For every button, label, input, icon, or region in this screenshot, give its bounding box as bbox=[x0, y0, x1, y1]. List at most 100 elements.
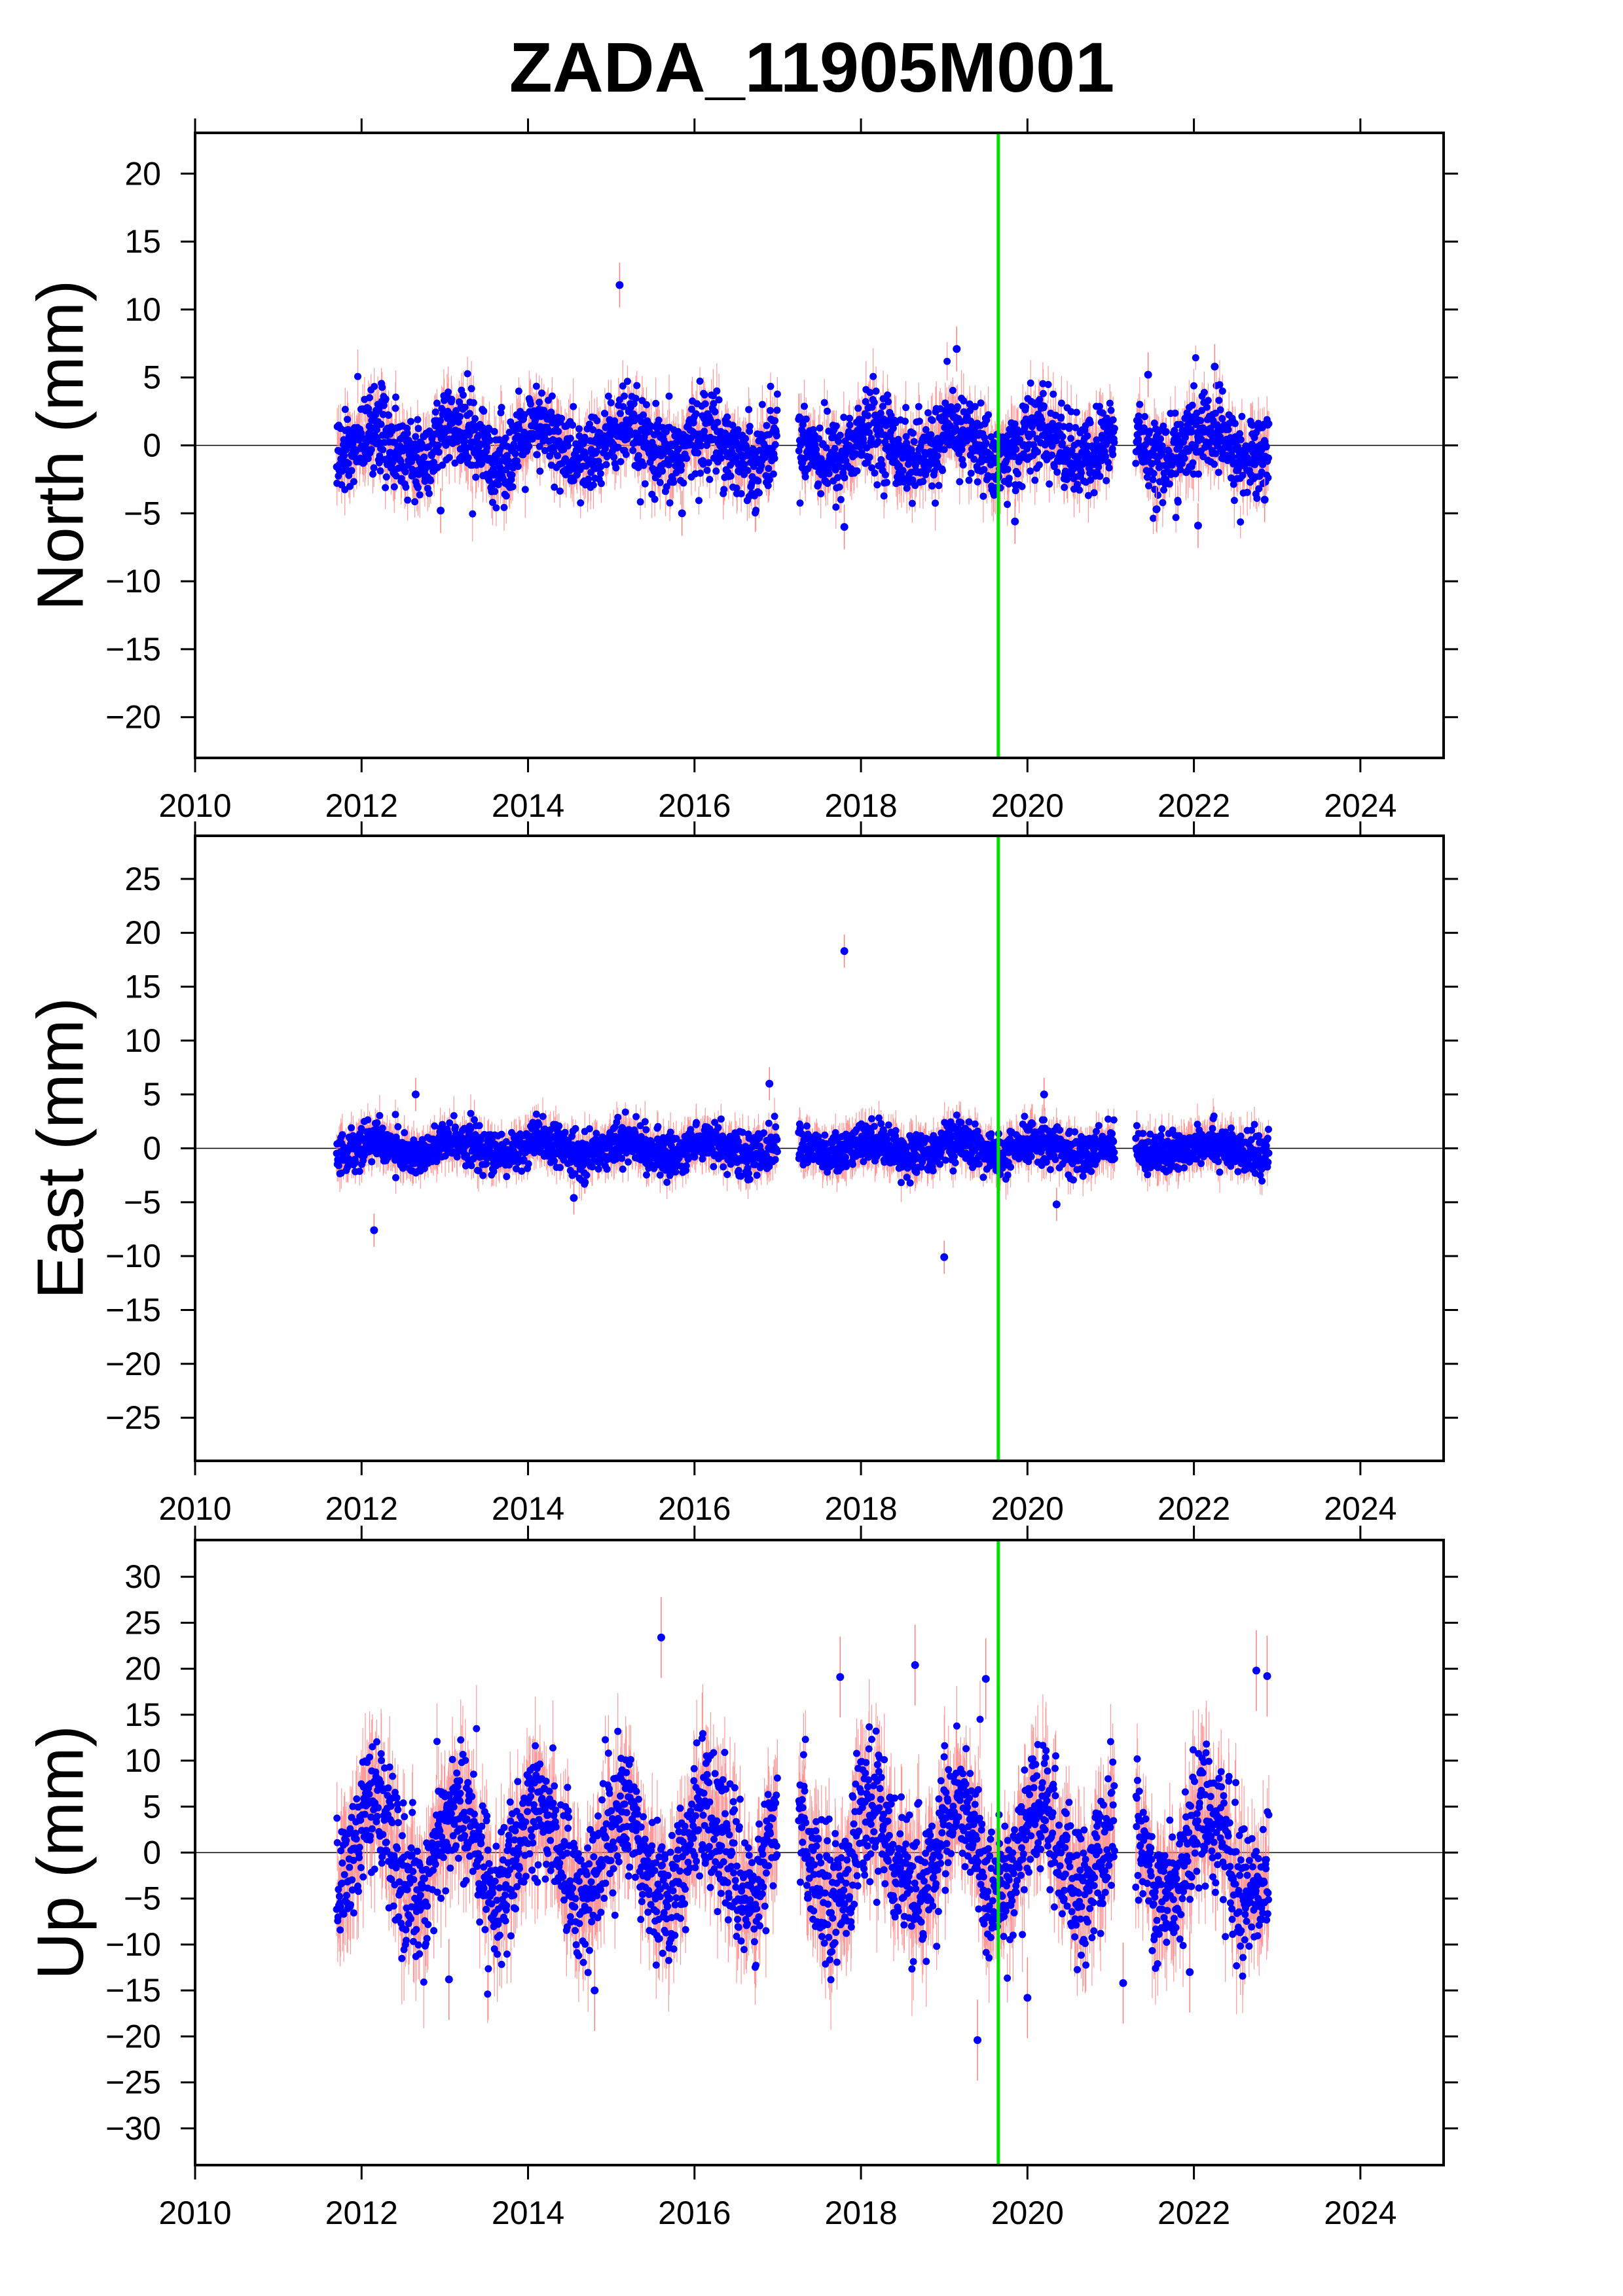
series-points bbox=[333, 1715, 1273, 1998]
y-tick-label: −5 bbox=[124, 1184, 161, 1221]
y-axis-label: North (mm) bbox=[24, 280, 97, 611]
outlier-point bbox=[437, 507, 445, 515]
x-tick-label: 2010 bbox=[158, 2195, 231, 2231]
y-tick-label: 5 bbox=[143, 359, 161, 396]
chart-title: ZADA_11905M001 bbox=[509, 27, 1115, 107]
outlier-point bbox=[1263, 1672, 1271, 1680]
y-tick-label: −20 bbox=[105, 699, 161, 736]
x-tick-label: 2010 bbox=[158, 787, 231, 824]
x-tick-label: 2020 bbox=[991, 2195, 1064, 2231]
outlier-point bbox=[1119, 1979, 1127, 1987]
x-tick-label: 2020 bbox=[991, 787, 1064, 824]
y-tick-label: 30 bbox=[124, 1558, 161, 1595]
x-tick-label: 2018 bbox=[824, 787, 897, 824]
outlier-point bbox=[940, 1253, 949, 1261]
y-tick-label: 25 bbox=[124, 1604, 161, 1641]
outlier-point bbox=[974, 2036, 982, 2044]
y-tick-label: 20 bbox=[124, 155, 161, 192]
y-tick-label: −10 bbox=[105, 563, 161, 600]
panel-0: 2010 2012 2014 2016 2018 2020 2022 2024−20−15−1… bbox=[24, 118, 1458, 824]
panel-1: 2010 2012 2014 2016 2018 2020 2022 2024−25−20−1… bbox=[24, 821, 1458, 1527]
x-tick-label: 2024 bbox=[1324, 1490, 1396, 1527]
x-tick-label: 2014 bbox=[492, 2195, 564, 2231]
data-points bbox=[333, 1597, 1273, 2081]
y-axis-label: East (mm) bbox=[24, 997, 97, 1299]
outlier-point bbox=[1052, 1200, 1061, 1209]
x-tick-label: 2016 bbox=[658, 2195, 731, 2231]
y-tick-label: −5 bbox=[124, 1880, 161, 1917]
y-tick-label: −20 bbox=[105, 2018, 161, 2054]
y-tick-label: 0 bbox=[143, 427, 161, 464]
x-tick-label: 2024 bbox=[1324, 2195, 1396, 2231]
outlier-point bbox=[411, 1090, 420, 1099]
outlier-point bbox=[840, 947, 848, 956]
y-tick-label: −30 bbox=[105, 2110, 161, 2147]
outlier-point bbox=[840, 523, 848, 531]
outlier-point bbox=[1186, 1968, 1194, 1977]
y-axis: −30 −25 −20 −15 −10 −5 0 5 10 15 20 25 30 bbox=[105, 1558, 1458, 2147]
y-tick-label: 5 bbox=[143, 1788, 161, 1825]
x-tick-label: 2014 bbox=[492, 1490, 564, 1527]
x-tick-label: 2022 bbox=[1158, 2195, 1230, 2231]
x-tick-label: 2020 bbox=[991, 1490, 1064, 1527]
outlier-point bbox=[836, 1673, 845, 1681]
x-tick-label: 2014 bbox=[492, 787, 564, 824]
x-tick-label: 2012 bbox=[325, 787, 398, 824]
x-axis: 2010 2012 2014 2016 2018 2020 2022 2024 bbox=[158, 1526, 1396, 2231]
data-points bbox=[333, 262, 1273, 550]
y-tick-label: −25 bbox=[105, 2064, 161, 2101]
outlier-point bbox=[953, 345, 961, 353]
outlier-point bbox=[615, 281, 624, 289]
outlier-point bbox=[911, 1661, 919, 1669]
x-tick-label: 2024 bbox=[1324, 787, 1396, 824]
y-tick-label: 0 bbox=[143, 1130, 161, 1167]
y-axis: −25 −20 −15 −10 −5 0 5 10 15 20 25 bbox=[105, 861, 1458, 1436]
y-axis: −20 −15 −10 −5 0 5 10 15 20 bbox=[105, 155, 1458, 736]
outlier-point bbox=[1011, 517, 1019, 526]
outlier-point bbox=[1194, 521, 1202, 529]
x-tick-label: 2018 bbox=[824, 1490, 897, 1527]
y-tick-label: 0 bbox=[143, 1835, 161, 1871]
y-tick-label: −10 bbox=[105, 1926, 161, 1963]
outlier-point bbox=[1211, 363, 1219, 371]
outlier-point bbox=[678, 509, 686, 518]
x-tick-label: 2022 bbox=[1158, 787, 1230, 824]
x-tick-label: 2012 bbox=[325, 2195, 398, 2231]
x-axis: 2010 2012 2014 2016 2018 2020 2022 2024 bbox=[158, 821, 1396, 1527]
outlier-point bbox=[1144, 370, 1152, 379]
y-tick-label: 20 bbox=[124, 1651, 161, 1687]
series-points bbox=[333, 1108, 1273, 1188]
outlier-point bbox=[657, 1633, 665, 1641]
y-tick-label: 20 bbox=[124, 914, 161, 951]
y-tick-label: 15 bbox=[124, 969, 161, 1005]
y-tick-label: 15 bbox=[124, 223, 161, 260]
y-tick-label: −15 bbox=[105, 1972, 161, 2009]
data-points bbox=[333, 934, 1273, 1274]
x-tick-label: 2012 bbox=[325, 1490, 398, 1527]
x-tick-label: 2016 bbox=[658, 1490, 731, 1527]
y-axis-label: Up (mm) bbox=[24, 1725, 97, 1980]
x-tick-label: 2022 bbox=[1158, 1490, 1230, 1527]
panel-2: 2010 2012 2014 2016 2018 2020 2022 2024−30−25−2… bbox=[24, 1526, 1458, 2231]
y-tick-label: 15 bbox=[124, 1696, 161, 1733]
outlier-point bbox=[570, 1194, 578, 1202]
y-tick-label: −5 bbox=[124, 495, 161, 531]
panels: 2010 2012 2014 2016 2018 2020 2022 2024−20−15−1… bbox=[24, 118, 1458, 2231]
x-tick-label: 2016 bbox=[658, 787, 731, 824]
outlier-point bbox=[1252, 1666, 1260, 1675]
y-tick-label: 5 bbox=[143, 1076, 161, 1113]
y-tick-label: −25 bbox=[105, 1399, 161, 1436]
x-axis: 2010 2012 2014 2016 2018 2020 2022 2024 bbox=[158, 118, 1396, 824]
outlier-point bbox=[591, 1986, 599, 1995]
outlier-point bbox=[1152, 505, 1161, 514]
outlier-point bbox=[765, 1079, 774, 1088]
y-tick-label: −15 bbox=[105, 1291, 161, 1328]
x-tick-label: 2018 bbox=[824, 2195, 897, 2231]
y-tick-label: 10 bbox=[124, 1022, 161, 1059]
outlier-point bbox=[370, 1226, 378, 1234]
outlier-point bbox=[1260, 495, 1269, 504]
y-tick-label: 10 bbox=[124, 1742, 161, 1779]
outlier-point bbox=[1040, 1090, 1048, 1099]
y-tick-label: −20 bbox=[105, 1346, 161, 1382]
